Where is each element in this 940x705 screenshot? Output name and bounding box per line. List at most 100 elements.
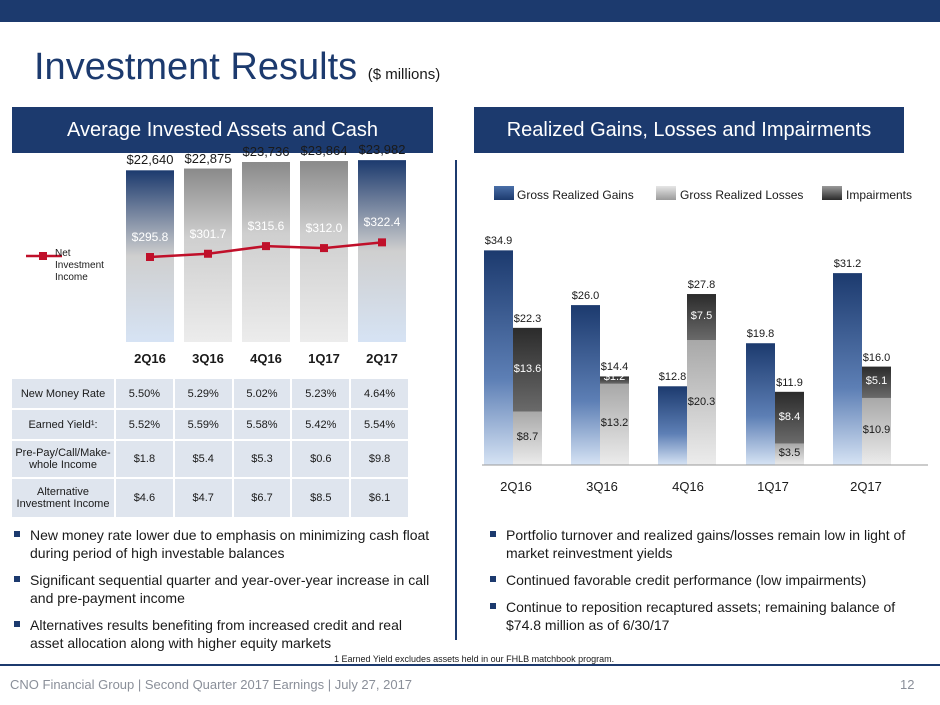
- nii-value-label: $295.8: [131, 230, 169, 244]
- nii-point: [262, 242, 270, 251]
- right-bullet-1: Portfolio turnover and realized gains/lo…: [488, 526, 928, 562]
- gains-value-label: $12.8: [658, 371, 687, 384]
- table-cell: $0.6: [290, 439, 352, 479]
- table-cell: 5.58%: [231, 408, 293, 441]
- left-panel-header: Average Invested Assets and Cash: [12, 107, 433, 153]
- table-cell: $1.8: [114, 439, 175, 479]
- right-bullets: Portfolio turnover and realized gains/lo…: [488, 526, 928, 643]
- left-bullets: New money rate lower due to emphasis on …: [12, 526, 430, 661]
- legend-impairments-swatch: [822, 186, 842, 200]
- left-bullet-2: Significant sequential quarter and year-…: [12, 571, 430, 607]
- impairments-bar: [513, 327, 542, 412]
- footnote: 1 Earned Yield excludes assets held in o…: [334, 654, 615, 664]
- page-number: 12: [900, 677, 915, 692]
- assets-value-label: $22,640: [126, 152, 174, 168]
- right-bullet-2: Continued favorable credit performance (…: [488, 571, 928, 589]
- total-value-label: $11.9: [776, 376, 803, 389]
- nii-legend-marker: [39, 252, 47, 260]
- invested-assets-chart: [26, 160, 406, 342]
- losses-value-label: $20.3: [687, 395, 716, 408]
- gains-value-label: $26.0: [571, 290, 600, 303]
- nii-point: [320, 244, 328, 253]
- losses-bar: [775, 443, 804, 465]
- nii-point: [378, 238, 386, 247]
- x-tick-label: 4Q16: [672, 479, 704, 494]
- gains-bar: [571, 305, 600, 465]
- total-value-label: $16.0: [862, 351, 891, 364]
- table-cell: $5.3: [231, 439, 293, 479]
- gains-value-label: $31.2: [833, 258, 862, 271]
- x-tick-label: 3Q16: [192, 351, 224, 366]
- total-value-label: $22.3: [513, 312, 542, 325]
- nii-point: [146, 253, 154, 261]
- table-cell: 5.52%: [114, 408, 175, 441]
- losses-value-label: $10.9: [862, 424, 891, 437]
- impairments-bar: [862, 366, 891, 398]
- row-label: Alternative Investment Income: [10, 477, 116, 519]
- losses-value-label: $13.2: [600, 417, 629, 430]
- losses-value-label: $3.5: [778, 447, 801, 460]
- impairments-bar: [775, 391, 804, 444]
- assets-value-label: $23,864: [300, 143, 348, 159]
- x-tick-label: 2Q16: [134, 351, 166, 366]
- impairments-bar: [687, 294, 716, 341]
- title-unit: ($ millions): [367, 66, 441, 83]
- gains-value-label: $34.9: [484, 235, 513, 248]
- right-panel-header: Realized Gains, Losses and Impairments: [474, 107, 904, 153]
- losses-bar: [600, 383, 629, 465]
- top-bar: [0, 0, 940, 22]
- legend-gains-swatch: [494, 186, 514, 200]
- assets-value-label: $23,736: [242, 144, 290, 159]
- table-cell: $4.6: [114, 477, 175, 519]
- table-cell: 5.42%: [290, 408, 352, 441]
- table-cell: 5.02%: [231, 377, 293, 410]
- losses-bar: [513, 411, 542, 465]
- footer-line: [0, 664, 940, 666]
- table-row: Earned Yield¹: 5.52% 5.59% 5.58% 5.42% 5.54%: [10, 408, 410, 441]
- gains-value-label: $19.8: [746, 328, 775, 341]
- table-row: New Money Rate 5.50% 5.29% 5.02% 5.23% 4.64%: [10, 377, 410, 410]
- table-cell: $6.1: [349, 477, 410, 519]
- table-cell: $5.4: [172, 439, 234, 479]
- impairments-bar: [600, 376, 629, 384]
- table-cell: $4.7: [172, 477, 234, 519]
- nii-value-label: $315.6: [247, 219, 285, 234]
- impairments-value-label: $8.4: [778, 410, 801, 423]
- x-tick-label: 1Q17: [757, 479, 789, 494]
- gains-bar: [833, 273, 862, 465]
- table-row: Pre-Pay/Call/Make-whole Income $1.8 $5.4 $5…: [10, 439, 410, 479]
- nii-value-label: $322.4: [363, 215, 401, 230]
- panel-divider: [455, 160, 457, 640]
- gains-bar: [484, 250, 513, 465]
- left-bullet-1: New money rate lower due to emphasis on …: [12, 526, 430, 562]
- losses-bar: [687, 340, 716, 465]
- assets-value-label: $22,875: [184, 150, 232, 166]
- table-cell: 5.50%: [114, 377, 175, 410]
- impairments-value-label: $7.5: [690, 310, 713, 323]
- legend-impairments-label: Impairments: [846, 188, 913, 202]
- title-text: Investment Results: [34, 46, 358, 88]
- x-tick-label: 2Q17: [850, 479, 882, 494]
- nii-point: [204, 249, 212, 258]
- table-cell: 5.29%: [172, 377, 234, 410]
- nii-value-label: $312.0: [305, 221, 343, 236]
- total-value-label: $14.4: [600, 361, 629, 374]
- total-value-label: $27.8: [687, 279, 716, 292]
- x-tick-label: 2Q16: [500, 479, 532, 494]
- right-bullet-3: Continue to reposition recaptured assets…: [488, 598, 928, 634]
- legend-gains-label: Gross Realized Gains: [517, 188, 634, 202]
- table-cell: 5.23%: [290, 377, 352, 410]
- page-title: Investment Results ($ millions): [34, 46, 440, 89]
- gains-bar: [746, 343, 775, 465]
- table-cell: 5.59%: [172, 408, 234, 441]
- losses-bar: [862, 397, 891, 465]
- legend-losses-label: Gross Realized Losses: [680, 188, 804, 202]
- nii-legend: [26, 252, 62, 260]
- losses-value-label: $8.7: [516, 431, 539, 444]
- table-cell: 4.64%: [349, 377, 410, 410]
- x-tick-label: 4Q16: [250, 351, 282, 366]
- impairments-value-label: $13.6: [513, 362, 542, 375]
- x-tick-label: 2Q17: [366, 351, 398, 366]
- nii-value-label: $301.7: [189, 226, 227, 241]
- assets-bar: [242, 162, 290, 342]
